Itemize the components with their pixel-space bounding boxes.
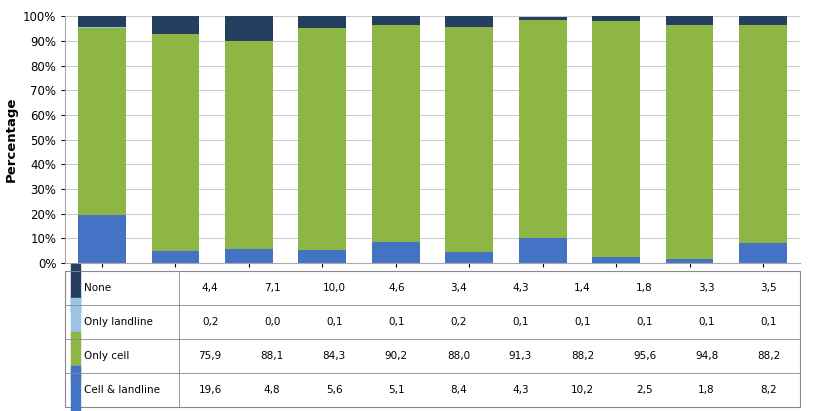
Bar	[446, 252, 493, 263]
Text: 4,3: 4,3	[512, 283, 529, 293]
Text: 88,2: 88,2	[571, 351, 594, 361]
Bar	[666, 259, 713, 263]
Bar	[739, 243, 787, 263]
Bar	[739, 16, 787, 25]
Text: 1,8: 1,8	[636, 283, 653, 293]
Bar	[446, 27, 493, 252]
Bar	[71, 366, 80, 411]
Bar	[592, 257, 640, 263]
Bar	[225, 16, 273, 41]
Text: 84,3: 84,3	[322, 351, 346, 361]
Text: 90,2: 90,2	[385, 351, 408, 361]
Text: 0,2: 0,2	[450, 317, 467, 327]
Bar	[78, 16, 126, 27]
Text: 0,1: 0,1	[761, 317, 777, 327]
Bar	[78, 27, 126, 28]
Text: 0,0: 0,0	[264, 317, 281, 327]
Bar	[519, 238, 566, 263]
Text: 0,1: 0,1	[574, 317, 591, 327]
Bar	[372, 16, 419, 25]
Text: 5,1: 5,1	[388, 385, 405, 395]
Text: 8,4: 8,4	[450, 385, 467, 395]
Bar	[666, 16, 713, 25]
Bar	[71, 298, 80, 346]
Text: 0,1: 0,1	[698, 317, 715, 327]
Text: 19,6: 19,6	[198, 385, 222, 395]
FancyBboxPatch shape	[65, 271, 800, 407]
Bar	[78, 28, 126, 215]
Text: 3,5: 3,5	[761, 283, 777, 293]
Bar	[225, 249, 273, 263]
Bar	[372, 25, 419, 242]
Text: 94,8: 94,8	[695, 351, 718, 361]
Bar	[299, 250, 346, 263]
Bar	[666, 25, 713, 259]
Bar	[739, 25, 787, 243]
Bar	[299, 16, 346, 28]
Bar	[592, 21, 640, 257]
Text: 1,8: 1,8	[698, 385, 715, 395]
Y-axis label: Percentage: Percentage	[4, 97, 17, 182]
Bar	[78, 215, 126, 263]
Bar	[519, 17, 566, 20]
Text: 3,3: 3,3	[698, 283, 715, 293]
Bar	[592, 16, 640, 21]
Text: 91,3: 91,3	[509, 351, 532, 361]
Text: 7,1: 7,1	[264, 283, 281, 293]
Bar	[71, 265, 80, 312]
Text: None: None	[83, 283, 111, 293]
Text: 0,1: 0,1	[388, 317, 405, 327]
Text: 1,4: 1,4	[574, 283, 591, 293]
Bar	[299, 28, 346, 250]
Text: 4,6: 4,6	[388, 283, 405, 293]
Text: 5,6: 5,6	[326, 385, 343, 395]
Bar	[71, 332, 80, 380]
Text: 4,8: 4,8	[264, 385, 281, 395]
Text: 10,2: 10,2	[571, 385, 594, 395]
Text: 88,0: 88,0	[447, 351, 470, 361]
Text: 8,2: 8,2	[761, 385, 777, 395]
Bar	[446, 16, 493, 27]
Text: Only cell: Only cell	[83, 351, 129, 361]
Text: 10,0: 10,0	[323, 283, 346, 293]
Text: 0,1: 0,1	[326, 317, 343, 327]
Bar	[225, 42, 273, 249]
Text: 88,1: 88,1	[260, 351, 284, 361]
Bar	[152, 16, 199, 34]
Text: 0,2: 0,2	[202, 317, 219, 327]
Bar	[152, 251, 199, 263]
Text: 88,2: 88,2	[757, 351, 780, 361]
Text: 4,4: 4,4	[202, 283, 219, 293]
Text: 2,5: 2,5	[636, 385, 653, 395]
Text: 95,6: 95,6	[633, 351, 656, 361]
Text: 4,3: 4,3	[512, 385, 529, 395]
Bar	[519, 21, 566, 238]
Text: Only landline: Only landline	[83, 317, 153, 327]
Bar	[372, 242, 419, 263]
Text: 75,9: 75,9	[198, 351, 222, 361]
Text: 0,1: 0,1	[636, 317, 653, 327]
Text: 0,1: 0,1	[512, 317, 529, 327]
Text: 3,4: 3,4	[450, 283, 467, 293]
Text: Cell & landline: Cell & landline	[83, 385, 160, 395]
Bar	[152, 34, 199, 251]
